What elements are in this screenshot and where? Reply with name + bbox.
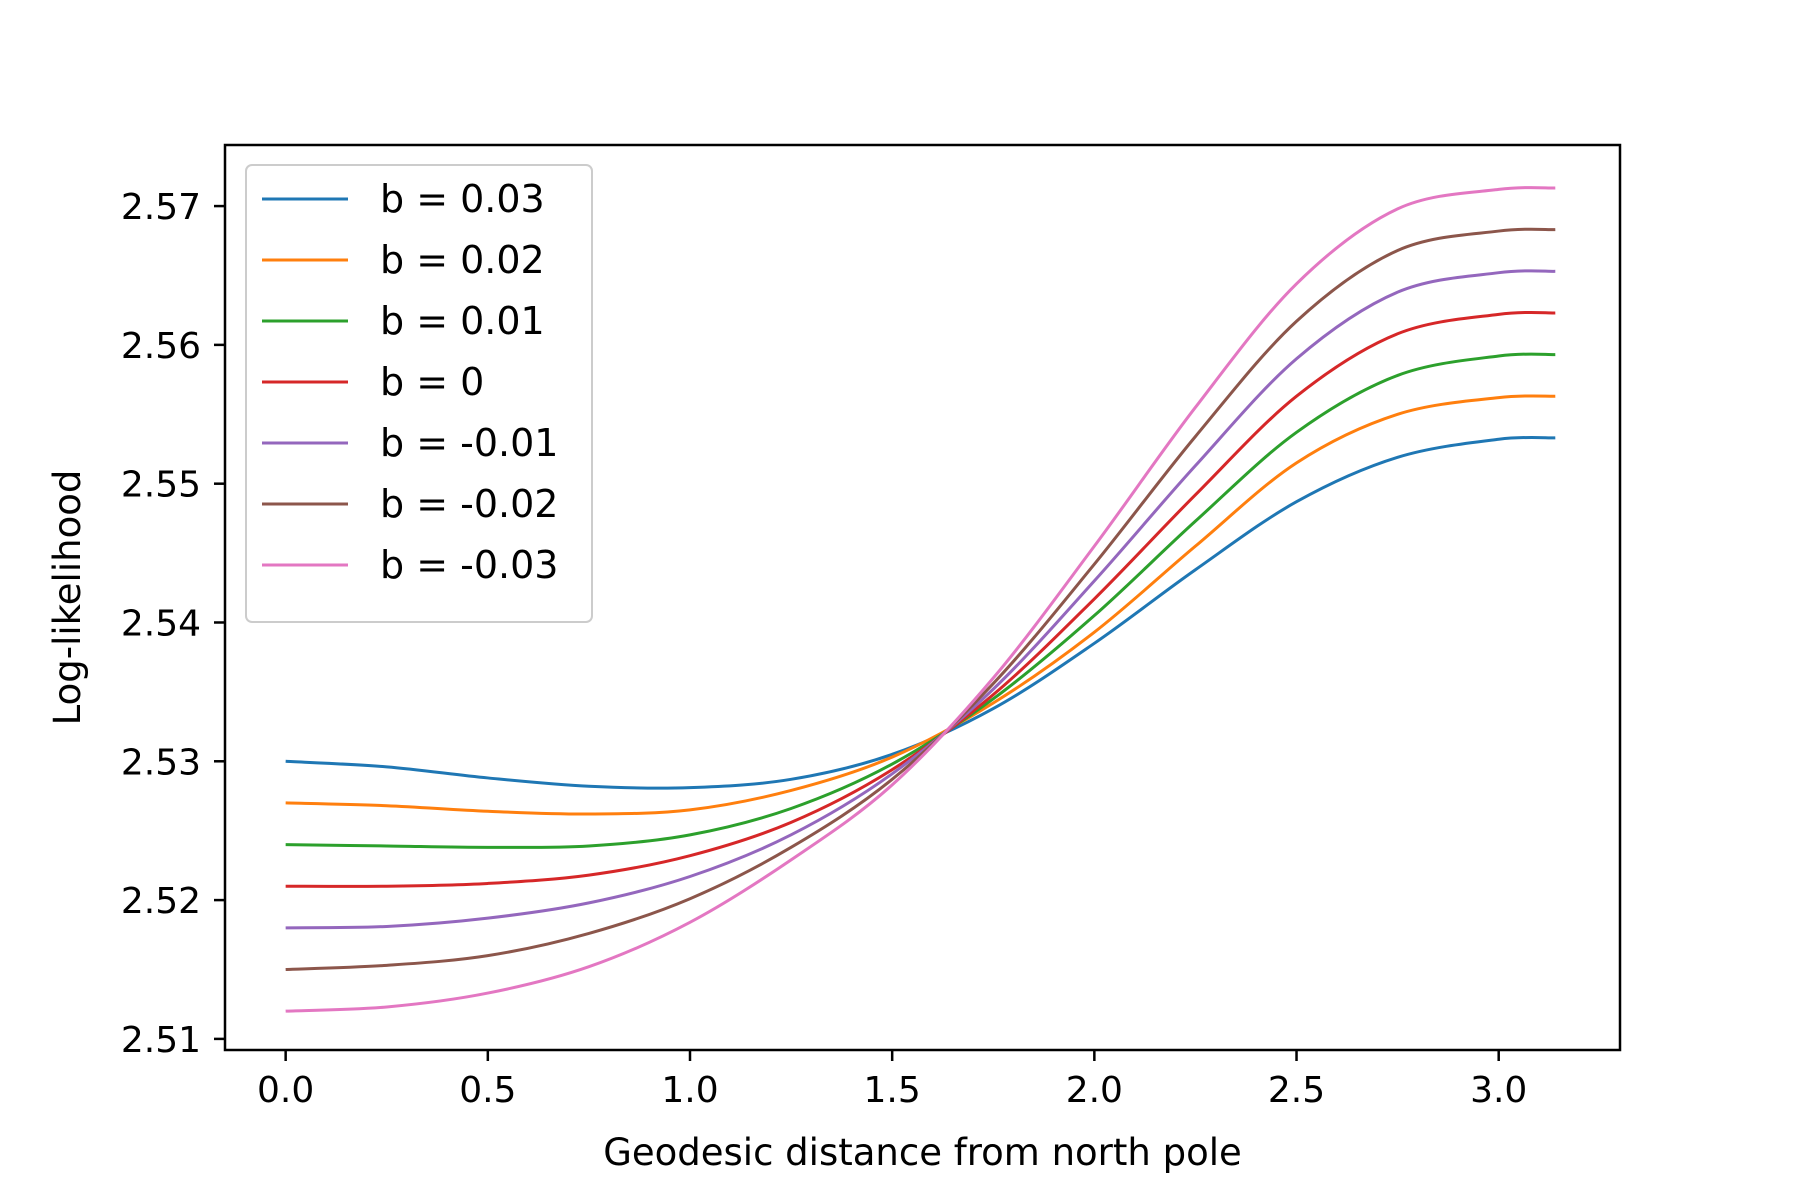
x-tick-label: 1.5 — [864, 1070, 921, 1111]
x-axis: 0.0 0.5 1.0 1.5 2.0 2.5 3.0 — [257, 1050, 1527, 1111]
y-tick-label: 2.57 — [121, 187, 201, 228]
x-tick-label: 3.0 — [1470, 1070, 1527, 1111]
y-tick-label: 2.56 — [121, 326, 201, 367]
y-axis: 2.51 2.52 2.53 2.54 2.55 2.56 2.57 — [121, 187, 225, 1061]
legend-frame — [245, 164, 593, 623]
series-line-6 — [285, 186, 1556, 1013]
legend-label-0: b = 0.03 — [380, 177, 545, 221]
legend-label-5: b = -0.02 — [380, 482, 558, 526]
x-tick-label: 0.5 — [459, 1070, 516, 1111]
axes-frame — [223, 143, 1622, 1052]
y-tick-label: 2.55 — [121, 465, 201, 506]
y-tick-label: 2.54 — [121, 603, 201, 644]
legend-label-2: b = 0.01 — [380, 299, 545, 343]
legend-label-3: b = 0 — [380, 360, 484, 404]
plot-area — [285, 186, 1556, 1013]
legend: b = 0.03 b = 0.02 b = 0.01 b = 0 b = -0.01 b … — [245, 164, 593, 623]
legend-label-6: b = -0.03 — [380, 543, 558, 587]
x-tick-label: 2.5 — [1268, 1070, 1325, 1111]
y-tick-label: 2.53 — [121, 742, 201, 783]
y-axis-label: Log-likelihood — [46, 470, 89, 726]
x-tick-label: 2.0 — [1066, 1070, 1123, 1111]
x-axis-label: Geodesic distance from north pole — [603, 1131, 1242, 1174]
legend-label-1: b = 0.02 — [380, 238, 545, 282]
y-tick-label: 2.52 — [121, 881, 201, 922]
y-tick-label: 2.51 — [121, 1020, 201, 1061]
legend-label-4: b = -0.01 — [380, 421, 558, 465]
x-tick-label: 1.0 — [661, 1070, 718, 1111]
x-tick-label: 0.0 — [257, 1070, 314, 1111]
